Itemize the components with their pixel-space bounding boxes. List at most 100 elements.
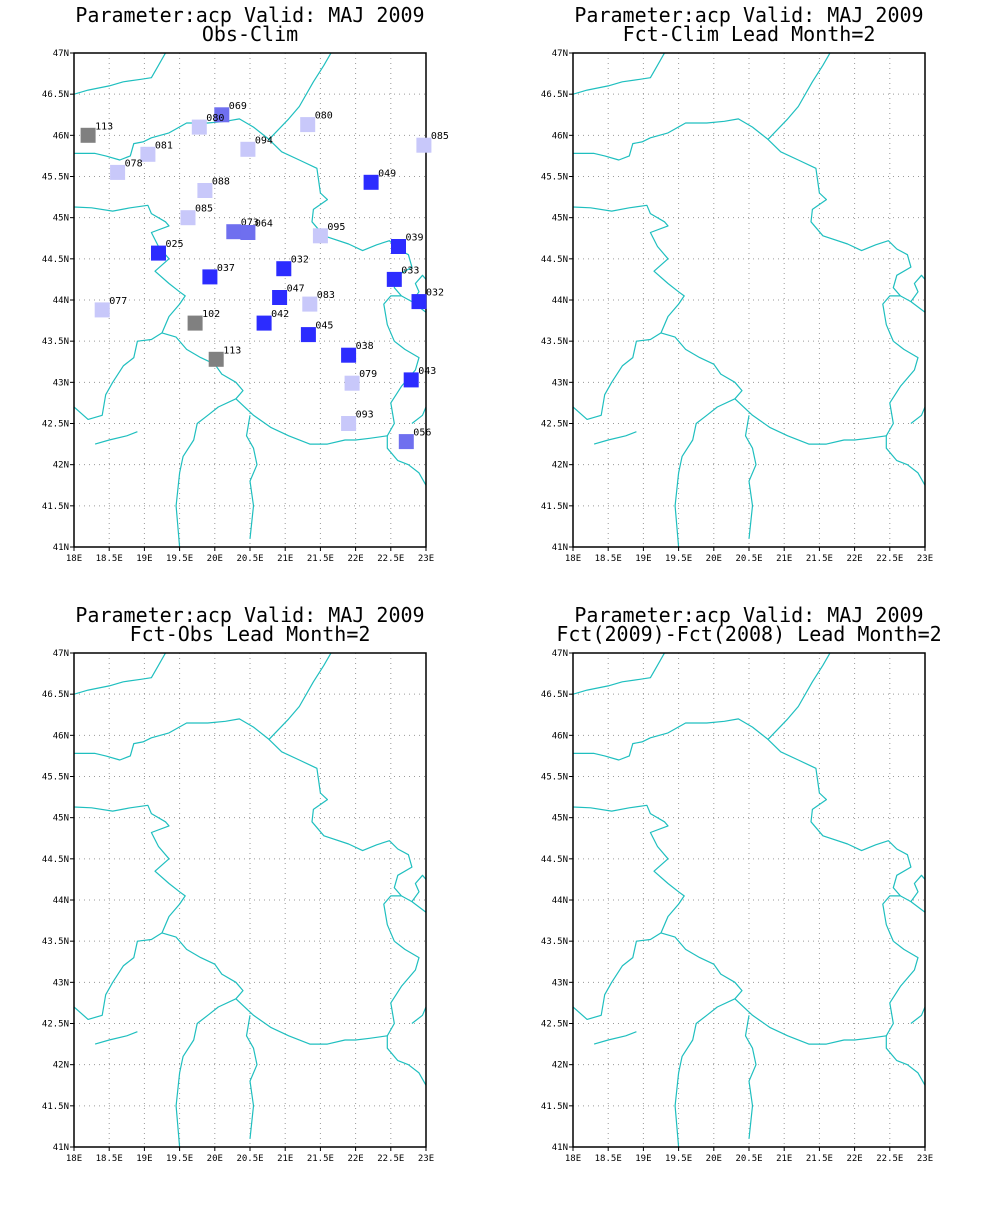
station-value-label: 077 bbox=[109, 296, 127, 307]
border-line bbox=[573, 53, 666, 95]
lon-tick-label: 22.5E bbox=[377, 1154, 404, 1164]
lat-tick-label: 47N bbox=[552, 649, 568, 659]
border-line bbox=[74, 118, 426, 313]
lat-tick-label: 42N bbox=[552, 1061, 568, 1071]
panel-subtitle: Fct-Clim Lead Month=2 bbox=[623, 22, 876, 46]
lat-tick-label: 43.5N bbox=[42, 937, 69, 947]
lon-tick-label: 20.5E bbox=[236, 1154, 263, 1164]
border-line bbox=[94, 431, 138, 445]
station-marker bbox=[403, 372, 419, 388]
lon-tick-label: 19E bbox=[136, 554, 152, 564]
lon-tick-label: 18.5E bbox=[96, 554, 123, 564]
lat-tick-label: 41N bbox=[552, 543, 568, 553]
lon-tick-label: 19.5E bbox=[166, 554, 193, 564]
lon-tick-label: 22E bbox=[846, 1154, 862, 1164]
station-marker bbox=[80, 127, 96, 143]
lat-tick-label: 45.5N bbox=[541, 773, 568, 783]
station-marker bbox=[240, 141, 256, 157]
border-line bbox=[245, 1015, 258, 1139]
border-line bbox=[411, 406, 426, 424]
border-line bbox=[734, 998, 925, 1086]
country-borders bbox=[74, 53, 426, 547]
station-marker bbox=[202, 269, 218, 285]
border-line bbox=[573, 118, 925, 313]
lon-tick-label: 22E bbox=[347, 1154, 363, 1164]
border-line bbox=[573, 804, 685, 1021]
lon-tick-label: 20.5E bbox=[735, 554, 762, 564]
lon-tick-label: 18E bbox=[565, 554, 581, 564]
lat-tick-label: 45.5N bbox=[42, 173, 69, 183]
station-value-label: 088 bbox=[212, 177, 230, 188]
panel-title: Parameter:acp Valid: MAJ 2009 bbox=[75, 603, 424, 627]
station-value-label: 083 bbox=[317, 290, 335, 301]
lon-tick-label: 21E bbox=[776, 554, 792, 564]
border-line bbox=[161, 932, 244, 1147]
border-line bbox=[734, 398, 925, 486]
station-value-label: 064 bbox=[255, 219, 273, 230]
lon-tick-label: 20E bbox=[706, 1154, 722, 1164]
station-marker bbox=[187, 315, 203, 331]
border-line bbox=[411, 1006, 426, 1024]
border-line bbox=[74, 204, 186, 420]
lat-tick-label: 46N bbox=[552, 731, 568, 741]
border-line bbox=[882, 895, 919, 1037]
lon-tick-label: 21E bbox=[776, 1154, 792, 1164]
station-value-label: 073 bbox=[241, 218, 259, 229]
station-marker bbox=[363, 174, 379, 190]
station-value-label: 085 bbox=[431, 131, 449, 142]
lat-tick-label: 45N bbox=[552, 814, 568, 824]
station-value-label: 032 bbox=[291, 255, 309, 266]
border-line bbox=[910, 406, 925, 424]
station-value-label: 079 bbox=[359, 369, 377, 380]
station-marker bbox=[140, 146, 156, 162]
border-line bbox=[660, 932, 743, 1147]
station-value-label: 113 bbox=[95, 121, 113, 132]
lat-tick-label: 47N bbox=[552, 49, 568, 59]
station-marker bbox=[151, 245, 166, 261]
station-marker bbox=[110, 164, 126, 180]
border-line bbox=[573, 204, 685, 420]
lon-tick-label: 19E bbox=[136, 1154, 152, 1164]
border-line bbox=[882, 295, 919, 437]
lat-tick-label: 44N bbox=[552, 296, 568, 306]
border-line bbox=[235, 998, 426, 1086]
lon-tick-label: 20E bbox=[706, 554, 722, 564]
border-line bbox=[910, 1006, 925, 1024]
lon-tick-label: 23E bbox=[917, 1154, 933, 1164]
station-value-label: 095 bbox=[327, 222, 345, 233]
lat-tick-label: 44.5N bbox=[541, 855, 568, 865]
border-line bbox=[268, 653, 332, 740]
station-value-label: 069 bbox=[229, 101, 247, 112]
lat-tick-label: 44.5N bbox=[42, 255, 69, 265]
lat-tick-label: 43N bbox=[552, 378, 568, 388]
station-value-label: 102 bbox=[202, 309, 220, 320]
station-value-label: 025 bbox=[166, 239, 184, 250]
lat-tick-label: 44N bbox=[53, 896, 69, 906]
lon-tick-label: 20.5E bbox=[735, 1154, 762, 1164]
station-value-label: 043 bbox=[418, 366, 436, 377]
border-line bbox=[161, 332, 244, 547]
border-line bbox=[383, 895, 420, 1037]
station-marker bbox=[341, 347, 357, 363]
lon-tick-label: 20.5E bbox=[236, 554, 263, 564]
lat-tick-label: 43.5N bbox=[42, 337, 69, 347]
lon-tick-label: 19E bbox=[635, 1154, 651, 1164]
lon-tick-label: 21.5E bbox=[806, 1154, 833, 1164]
lon-tick-label: 22E bbox=[347, 554, 363, 564]
station-marker bbox=[300, 117, 316, 133]
lon-tick-label: 22.5E bbox=[876, 1154, 903, 1164]
panel-title: Parameter:acp Valid: MAJ 2009 bbox=[574, 3, 923, 27]
lon-tick-label: 23E bbox=[418, 1154, 434, 1164]
lat-tick-label: 46N bbox=[53, 731, 69, 741]
lat-tick-label: 44N bbox=[552, 896, 568, 906]
border-line bbox=[383, 295, 420, 437]
station-value-label: 094 bbox=[255, 135, 273, 146]
station-marker bbox=[226, 224, 242, 240]
lat-tick-label: 41N bbox=[552, 1143, 568, 1153]
lon-tick-label: 18.5E bbox=[595, 554, 622, 564]
lon-tick-label: 21E bbox=[277, 554, 293, 564]
country-borders bbox=[74, 653, 426, 1147]
